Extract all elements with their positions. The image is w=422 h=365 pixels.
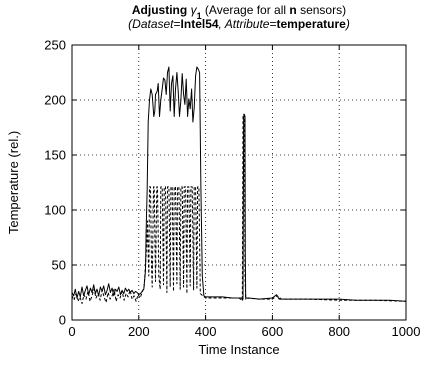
y-tick-label: 250 <box>44 38 66 53</box>
x-tick-label: 1000 <box>392 324 421 339</box>
y-tick-label: 150 <box>44 148 66 163</box>
title-run: temperature <box>276 17 346 31</box>
x-tick-label: 600 <box>262 324 284 339</box>
title-run: = <box>174 17 181 31</box>
title-run: (Average for all <box>202 3 290 17</box>
y-tick-label: 200 <box>44 93 66 108</box>
title-run: Intel54 <box>181 17 219 31</box>
title-run: ) <box>344 17 350 31</box>
title-run: (Dataset <box>128 17 174 31</box>
x-tick-label: 800 <box>328 324 350 339</box>
x-tick-label: 400 <box>195 324 217 339</box>
data-series <box>71 66 407 304</box>
title-run: γ <box>191 3 198 17</box>
y-tick-label: 100 <box>44 203 66 218</box>
axis-ticks <box>71 44 407 321</box>
plot-frame <box>71 44 407 321</box>
chart-title-line-1: Adjusting γ1 (Average for all n sensors) <box>132 3 346 21</box>
x-tick-label: 200 <box>128 324 150 339</box>
y-tick-label: 50 <box>52 258 66 273</box>
title-run: , Attribute <box>219 17 270 31</box>
title-run: = <box>269 17 276 31</box>
title-run: Adjusting <box>132 3 191 17</box>
x-axis-label: Time Instance <box>198 342 279 357</box>
series-line-solid <box>71 66 407 302</box>
title-run: 1 <box>197 11 202 21</box>
y-tick-labels: 0 50 100 150 200 250 <box>44 38 66 328</box>
x-tick-labels: 0 200 400 600 800 1000 <box>68 324 420 339</box>
y-tick-label: 0 <box>59 313 66 328</box>
title-run: sensors) <box>297 3 346 17</box>
series-line-dashed <box>71 113 407 304</box>
chart-title-line-2: (Dataset=Intel54, Attribute=temperature) <box>128 17 350 31</box>
grid-lines <box>72 45 406 320</box>
title-run: n <box>289 3 296 17</box>
x-tick-label: 0 <box>68 324 75 339</box>
y-axis-label: Temperature (rel.) <box>6 131 21 234</box>
